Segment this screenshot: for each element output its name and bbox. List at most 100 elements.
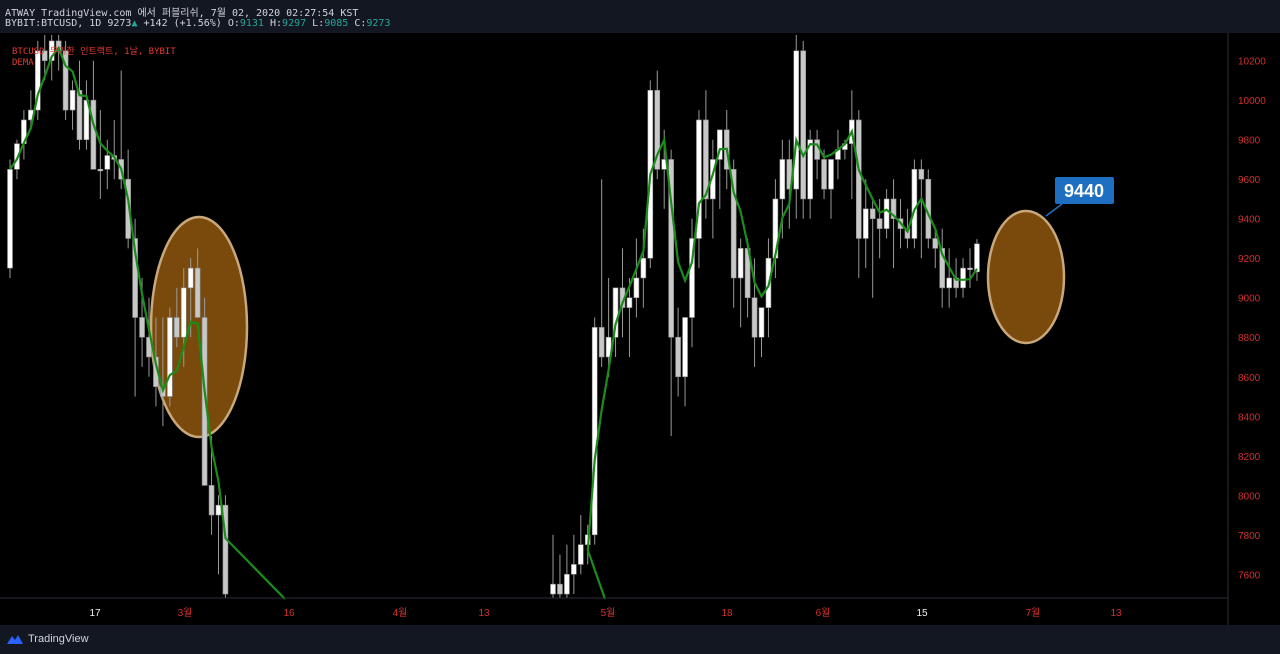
candle [104,155,111,170]
candle [675,336,681,378]
x-tick-label: 17 [89,608,101,619]
x-tick-label: 16 [283,608,295,619]
close-label: C: [354,18,367,29]
candle [564,573,570,595]
candle [34,50,41,111]
footer-bar: TradingView [0,625,1280,654]
candle [828,159,834,190]
candle [821,159,827,190]
candle [640,257,647,279]
callout-pointer [1045,203,1063,217]
candle [918,169,925,180]
candle [960,267,966,289]
candles [7,35,980,598]
candle [125,178,131,239]
candle [730,169,737,279]
candle [76,90,83,140]
x-tick-label: 4월 [393,607,408,619]
x-tick-label: 5월 [601,607,616,619]
open-label: O: [227,18,240,29]
candle [222,504,229,595]
callout-box [1055,177,1114,204]
brand-name: TradingView [28,633,89,645]
candle [946,277,952,289]
candle [591,327,598,536]
candle [7,169,13,269]
y-tick-label: 8800 [1238,333,1261,344]
y-tick-label: 10000 [1238,96,1266,107]
x-tick-label: 3월 [178,607,193,619]
ohlc-readout: BYBIT:BTCUSD, 1D 9273▲ +142 (+1.56%) O:9… [5,18,390,29]
candle [883,198,890,229]
candle [654,90,661,170]
candle [939,248,946,289]
x-tick-label: 13 [478,608,490,619]
candle [703,119,709,200]
price-callout: 9440 [1045,177,1114,217]
candle [598,327,605,358]
candle [696,119,702,239]
x-tick-label: 15 [916,608,928,619]
x-tick-label: 6월 [816,607,831,619]
candle [215,504,222,516]
high-label: H: [270,18,283,29]
price-chart[interactable]: 9440 7600 7800 8000 8200 8400 8600 8800 9000 920… [0,33,1280,625]
candle [633,277,640,299]
candle [194,267,201,318]
candle [187,267,194,289]
y-tick-label: 7600 [1238,570,1261,581]
candle [201,317,208,486]
candle [69,90,76,111]
candle [779,159,786,200]
y-tick-label: 9400 [1238,215,1261,226]
candle [800,50,807,200]
axes: 7600 7800 8000 8200 8400 8600 8800 9000 9200 9400… [0,33,1266,625]
candle [974,243,980,273]
y-tick-label: 8000 [1238,491,1261,502]
x-tick-label: 7월 [1026,607,1041,619]
candle [682,317,688,378]
candle [807,139,813,200]
y-tick-label: 9800 [1238,136,1261,147]
publish-info: ATWAY TradingView.com 에서 퍼블리쉬, 7월 02, 20… [5,8,359,19]
tradingview-logo[interactable]: TradingView [6,633,89,645]
candle [737,248,744,279]
y-tick-label: 9600 [1238,175,1261,186]
close-value: 9273 [366,18,391,29]
candle [577,544,584,565]
candle [716,129,723,160]
y-tick-label: 8600 [1238,373,1261,384]
y-tick-label: 9000 [1238,294,1261,305]
candle [793,50,800,190]
x-tick-label: 18 [721,608,733,619]
y-tick-label: 10200 [1238,57,1266,68]
candle [180,287,187,338]
dema-line [9,45,978,600]
candle [967,267,973,270]
y-tick-label: 7800 [1238,531,1261,542]
candle [869,208,876,220]
up-arrow-icon: ▲ [131,18,138,29]
candle [557,583,563,595]
low-label: L: [312,18,325,29]
candle [668,159,674,338]
candle [758,307,765,338]
tradingview-logo-icon [7,635,23,644]
indicator-legend: DEMA [12,58,34,68]
candle [90,99,97,170]
candle [876,218,883,229]
x-tick-label: 13 [1110,608,1122,619]
callout-label: 9440 [1064,181,1104,201]
candle [174,317,180,338]
candle [97,169,104,172]
candle [550,583,556,595]
chart-header: ATWAY TradingView.com 에서 퍼블리쉬, 7월 02, 20… [0,0,1280,33]
symbol-label: BYBIT:BTCUSD, 1D [5,18,102,29]
candle [626,297,633,308]
candle [932,238,939,249]
candle [890,198,897,220]
candle [62,50,69,111]
y-tick-label: 9200 [1238,254,1261,265]
candle [48,40,55,61]
y-tick-label: 8400 [1238,412,1261,423]
